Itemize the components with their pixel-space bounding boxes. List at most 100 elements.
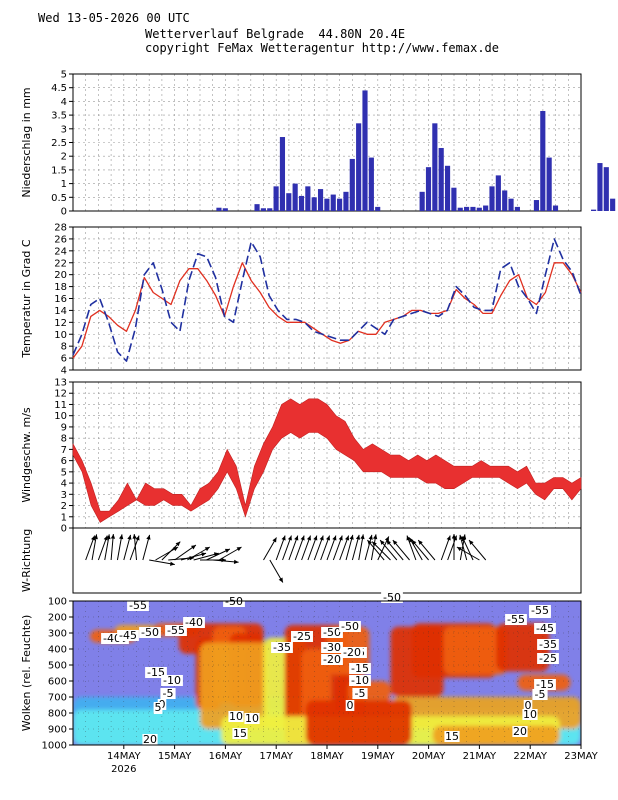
- contour-label-bg: [145, 667, 167, 678]
- precip-bar: [514, 206, 520, 211]
- wind-arrow-head: [224, 548, 230, 553]
- wind-arrow-head: [384, 536, 389, 542]
- y-tick-label: 2.5: [51, 138, 67, 149]
- contour-label: -15: [536, 678, 554, 691]
- x-tick-label: 15MAY: [158, 751, 192, 762]
- y-tick-label: 8: [61, 434, 67, 445]
- precip-bar: [533, 200, 540, 211]
- y-tick-label: 14: [54, 306, 67, 317]
- contour-label-bg: [183, 617, 205, 628]
- wind-arrow-head: [392, 540, 398, 545]
- y-tick-label: 2: [61, 501, 67, 512]
- wind-arrow-head: [373, 534, 378, 540]
- contour-label-bg: [534, 679, 556, 690]
- y-tick-label: 600: [48, 677, 67, 688]
- wind-arrow-head: [386, 540, 391, 545]
- contour-label: -50: [341, 620, 359, 633]
- y-tick-label: 100: [48, 597, 67, 608]
- contour-label: 0: [347, 699, 354, 712]
- wind-arrow-head: [380, 540, 385, 545]
- y-tick-label: 4: [61, 479, 67, 490]
- precip-bar: [216, 207, 222, 211]
- y-axis-label: Temperatur in Grad C: [20, 239, 33, 358]
- y-tick-label: 300: [48, 629, 67, 640]
- wind-arrow-head: [201, 552, 207, 557]
- cloud-cell: [496, 623, 550, 672]
- contour-label: -45: [536, 622, 554, 635]
- contour-label: 10: [523, 708, 537, 721]
- wind-arrow-head: [272, 537, 277, 543]
- wind-arrow-head: [146, 534, 151, 540]
- wind-arrow-head: [119, 534, 124, 540]
- precip-bar: [324, 198, 330, 211]
- precip-bar: [419, 191, 425, 211]
- contour-label: 15: [233, 727, 247, 740]
- wind-arrow-head: [91, 535, 96, 541]
- wind-arrow-head: [175, 541, 181, 547]
- contour-label-bg: [153, 702, 163, 713]
- precip-bar: [502, 190, 508, 211]
- precip-bar: [591, 209, 597, 211]
- y-tick-label: 3.5: [51, 111, 67, 122]
- wind-direction-panel: W-Richtung: [20, 527, 582, 594]
- contour-label: -25: [539, 652, 557, 665]
- contour-label-bg: [139, 627, 161, 638]
- y-tick-label: 12: [54, 389, 67, 400]
- contour-label: 10: [229, 710, 243, 723]
- y-tick-label: 4: [61, 97, 67, 108]
- y-tick-label: 0.5: [51, 193, 67, 204]
- contour-label: -20: [343, 646, 361, 659]
- wind-arrow-head: [170, 561, 175, 566]
- contour-label: -55: [531, 604, 549, 617]
- wind-arrow-head: [233, 559, 239, 564]
- precip-bar: [222, 208, 228, 211]
- precip-bar: [330, 194, 336, 211]
- contour-label: -20: [323, 653, 341, 666]
- wind-arrow-head: [409, 537, 414, 543]
- wind-arrow-head: [462, 536, 466, 542]
- contour-label: -30: [323, 641, 341, 654]
- y-tick-label: 1.5: [51, 165, 67, 176]
- contour-label: -10: [351, 674, 369, 687]
- wind-arrow-head: [236, 547, 242, 552]
- y-tick-label: 0: [61, 524, 67, 535]
- wind-arrow-head: [368, 534, 373, 540]
- precip-bar: [610, 198, 616, 211]
- y-tick-label: 8: [61, 342, 67, 353]
- cloud-cell: [432, 725, 560, 745]
- y-tick-label: 1: [61, 512, 67, 523]
- wind-arrow-head: [338, 535, 343, 541]
- contour-label: -40: [103, 632, 121, 645]
- precip-bar: [546, 157, 552, 211]
- precip-bar: [260, 208, 266, 211]
- forecast-date: Wed 13-05-2026 00 UTC: [38, 11, 190, 25]
- copyright-line: copyright FeMax Wetteragentur http://www…: [145, 41, 500, 55]
- wind-arrow-head: [360, 534, 365, 540]
- precip-bar: [470, 206, 476, 211]
- precip-bar: [476, 207, 482, 211]
- wind-arrow-head: [456, 547, 462, 552]
- contour-label-bg: [165, 625, 187, 636]
- wind-arrow-head: [349, 534, 354, 540]
- contour-label-bg: [101, 633, 123, 644]
- y-tick-label: 6: [61, 456, 67, 467]
- precip-bar: [273, 186, 279, 211]
- y-tick-label: 11: [54, 400, 67, 411]
- y-tick-label: 4: [61, 366, 67, 377]
- x-tick-label: 17MAY: [259, 751, 293, 762]
- precip-bar: [356, 123, 362, 211]
- contour-label: -5: [163, 687, 174, 700]
- precip-bar: [444, 165, 451, 211]
- y-tick-label: 13: [54, 378, 67, 389]
- contour-label-bg: [505, 614, 527, 625]
- y-tick-label: 10: [54, 411, 67, 422]
- y-tick-label: 400: [48, 645, 67, 656]
- precip-bar: [343, 191, 349, 211]
- wind-arrow-head: [306, 535, 311, 541]
- y-tick-label: 0: [61, 207, 67, 218]
- contour-label: -25: [293, 630, 311, 643]
- contour-label-bg: [232, 728, 248, 739]
- contour-label-bg: [117, 630, 139, 641]
- wind-arrow-head: [411, 540, 417, 545]
- x-tick-label: 16MAY: [209, 751, 243, 762]
